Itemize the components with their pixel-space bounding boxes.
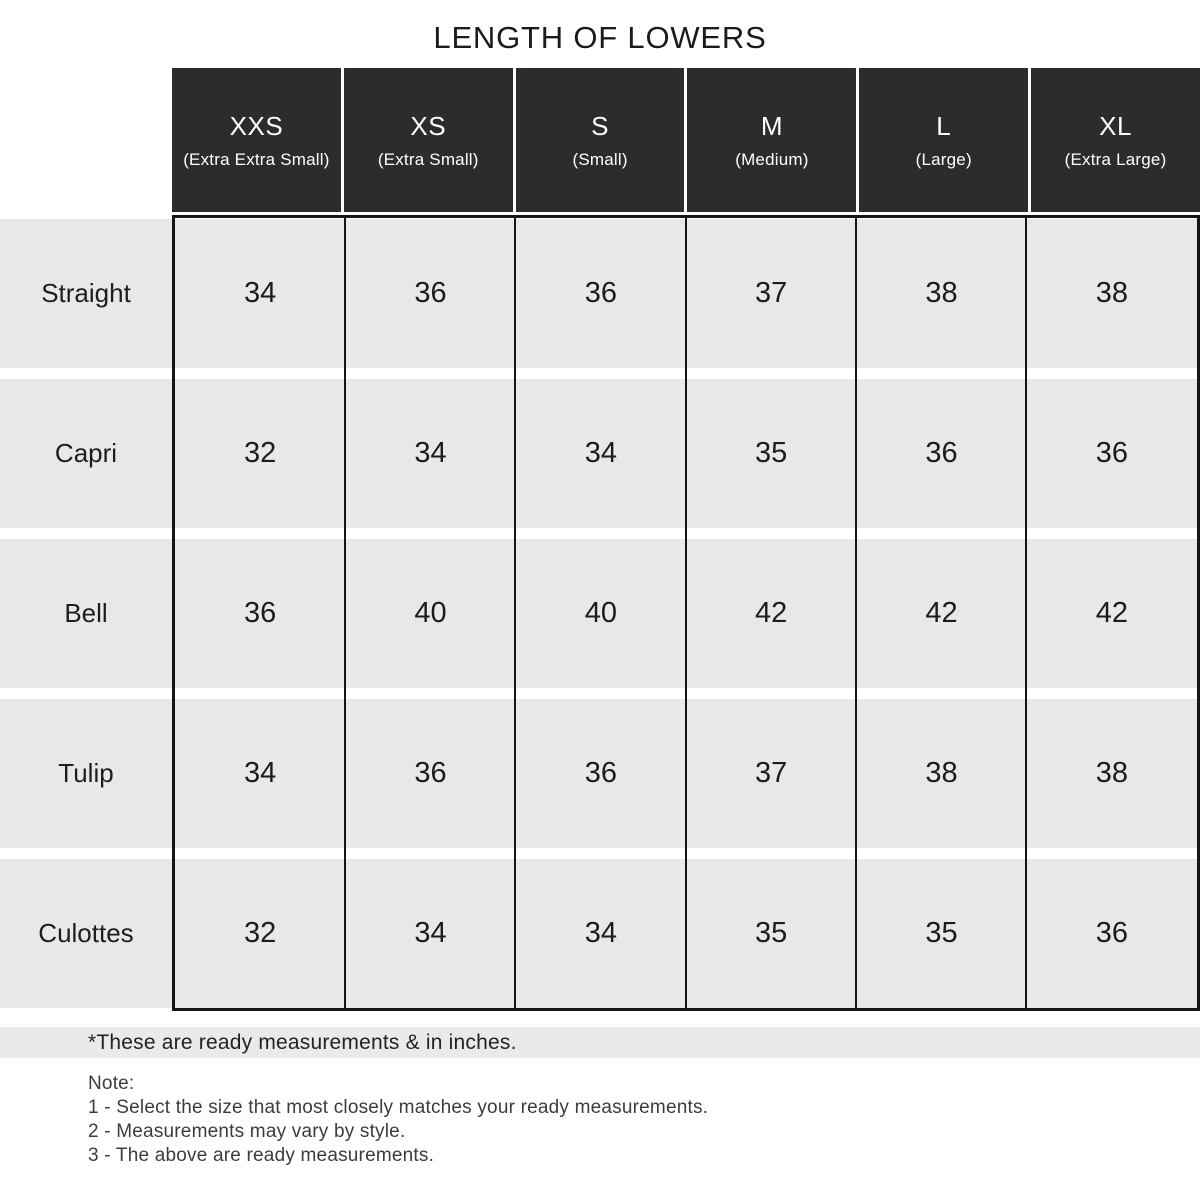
column-divider: [514, 218, 516, 1008]
column-divider: [685, 218, 687, 1008]
row-label-straight: Straight: [0, 219, 172, 368]
size-full-name: (Large): [915, 149, 972, 169]
value-cell: 42: [1095, 597, 1128, 629]
size-full-name: (Extra Large): [1064, 149, 1167, 169]
table-grid: 34 36 36 37 38 38 32 34 34 35 36 36 36 4…: [172, 215, 1200, 1011]
row-label-capri: Capri: [0, 379, 172, 528]
value-cell: 38: [925, 277, 958, 309]
value-cell: 40: [584, 597, 617, 629]
column-divider: [855, 218, 857, 1008]
value-cell: 40: [414, 597, 447, 629]
note-item: 1 - Select the size that most closely ma…: [88, 1097, 709, 1118]
value-cell: 36: [414, 277, 447, 309]
value-cell: 37: [755, 277, 788, 309]
value-cell: 34: [584, 437, 617, 469]
row-label-bell: Bell: [0, 539, 172, 688]
size-full-name: (Small): [572, 149, 628, 169]
value-cell: 38: [1095, 757, 1128, 789]
size-code: L: [936, 110, 952, 141]
size-code: M: [760, 110, 783, 141]
size-code: XS: [410, 110, 447, 141]
column-header-m: M (Medium): [687, 68, 857, 212]
note-block: Note: 1 - Select the size that most clos…: [88, 1072, 708, 1168]
value-cell: 35: [925, 917, 958, 949]
value-cell: 42: [925, 597, 958, 629]
column-divider: [1025, 218, 1027, 1008]
footnote-bar: *These are ready measurements & in inche…: [0, 1027, 1200, 1058]
column-header-xs: XS (Extra Small): [343, 68, 513, 212]
value-cell: 36: [414, 757, 447, 789]
footnote-text: *These are ready measurements & in inche…: [88, 1030, 517, 1054]
page-title: LENGTH OF LOWERS: [433, 20, 767, 55]
value-cell: 38: [1095, 277, 1128, 309]
value-cell: 38: [925, 757, 958, 789]
value-cell: 36: [1095, 917, 1128, 949]
column-header-xxs: XXS (Extra Extra Small): [172, 68, 341, 212]
note-item: 2 - Measurements may vary by style.: [88, 1121, 406, 1142]
value-cell: 34: [244, 277, 277, 309]
size-full-name: (Extra Small): [377, 149, 479, 169]
value-cell: 36: [925, 437, 958, 469]
value-cell: 34: [244, 757, 277, 789]
value-cell: 36: [1095, 437, 1128, 469]
value-cell: 35: [755, 437, 788, 469]
row-label-tulip: Tulip: [0, 699, 172, 848]
value-cell: 36: [244, 597, 277, 629]
column-divider: [344, 218, 346, 1008]
value-cell: 34: [414, 437, 447, 469]
size-full-name: (Extra Extra Small): [183, 149, 330, 169]
table-cells: 34 36 36 37 38 38 32 34 34 35 36 36 36 4…: [175, 218, 1197, 1008]
value-cell: 35: [755, 917, 788, 949]
value-cell: 36: [584, 277, 617, 309]
value-cell: 32: [244, 917, 277, 949]
table-header-row: XXS (Extra Extra Small) XS (Extra Small)…: [172, 68, 1200, 212]
value-cell: 36: [584, 757, 617, 789]
value-cell: 34: [584, 917, 617, 949]
value-cell: 37: [755, 757, 788, 789]
row-label-culottes: Culottes: [0, 859, 172, 1008]
value-cell: 34: [414, 917, 447, 949]
size-full-name: (Medium): [735, 149, 809, 169]
size-code: S: [591, 110, 609, 141]
column-header-l: L (Large): [859, 68, 1029, 212]
note-heading: Note:: [88, 1073, 135, 1094]
size-code: XL: [1099, 110, 1132, 141]
note-item: 3 - The above are ready measurements.: [88, 1145, 435, 1166]
column-header-s: S (Small): [515, 68, 685, 212]
value-cell: 32: [244, 437, 277, 469]
column-header-xl: XL (Extra Large): [1031, 68, 1200, 212]
size-code: XXS: [229, 110, 284, 141]
value-cell: 42: [755, 597, 788, 629]
